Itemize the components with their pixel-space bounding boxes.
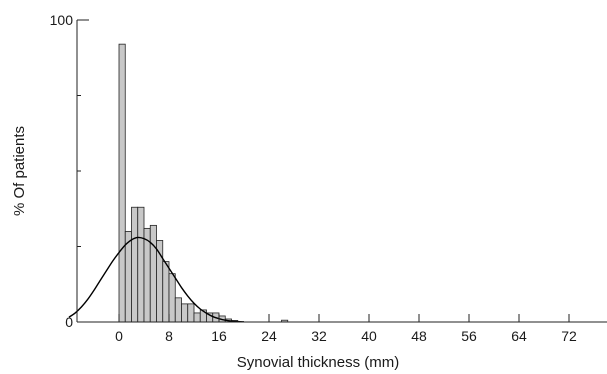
histogram-bar <box>168 273 176 323</box>
histogram-bar <box>187 303 195 323</box>
y-axis-title: % Of patients <box>11 126 28 216</box>
histogram-bar <box>149 224 157 323</box>
x-tick-label: 16 <box>211 328 227 344</box>
bars <box>118 43 289 323</box>
x-tick-label: 64 <box>511 328 527 344</box>
histogram-bar <box>143 227 151 323</box>
histogram-bar <box>131 206 139 323</box>
y-tick-label: 0 <box>65 314 73 330</box>
y-tick-label: 100 <box>50 12 74 28</box>
x-tick-label: 40 <box>361 328 377 344</box>
y-ticks: 0 100 <box>50 12 89 330</box>
histogram-bar <box>174 297 182 323</box>
x-tick-label: 48 <box>411 328 427 344</box>
x-tick-label: 8 <box>165 328 173 344</box>
histogram-bar <box>137 206 145 323</box>
histogram-bar <box>193 312 201 323</box>
x-tick-label: 72 <box>561 328 577 344</box>
normal-curve <box>68 236 245 323</box>
histogram-bar <box>181 303 189 323</box>
x-ticks: 0 8 16 24 32 40 48 56 64 72 <box>115 314 577 344</box>
x-tick-label: 24 <box>261 328 277 344</box>
histogram-bar <box>162 261 170 323</box>
histogram-bar <box>118 43 126 323</box>
x-tick-label: 56 <box>461 328 477 344</box>
normal-curve-layer <box>68 236 245 323</box>
x-axis-title: Synovial thickness (mm) <box>237 354 400 371</box>
x-tick-label: 32 <box>311 328 327 344</box>
x-tick-label: 0 <box>115 328 123 344</box>
